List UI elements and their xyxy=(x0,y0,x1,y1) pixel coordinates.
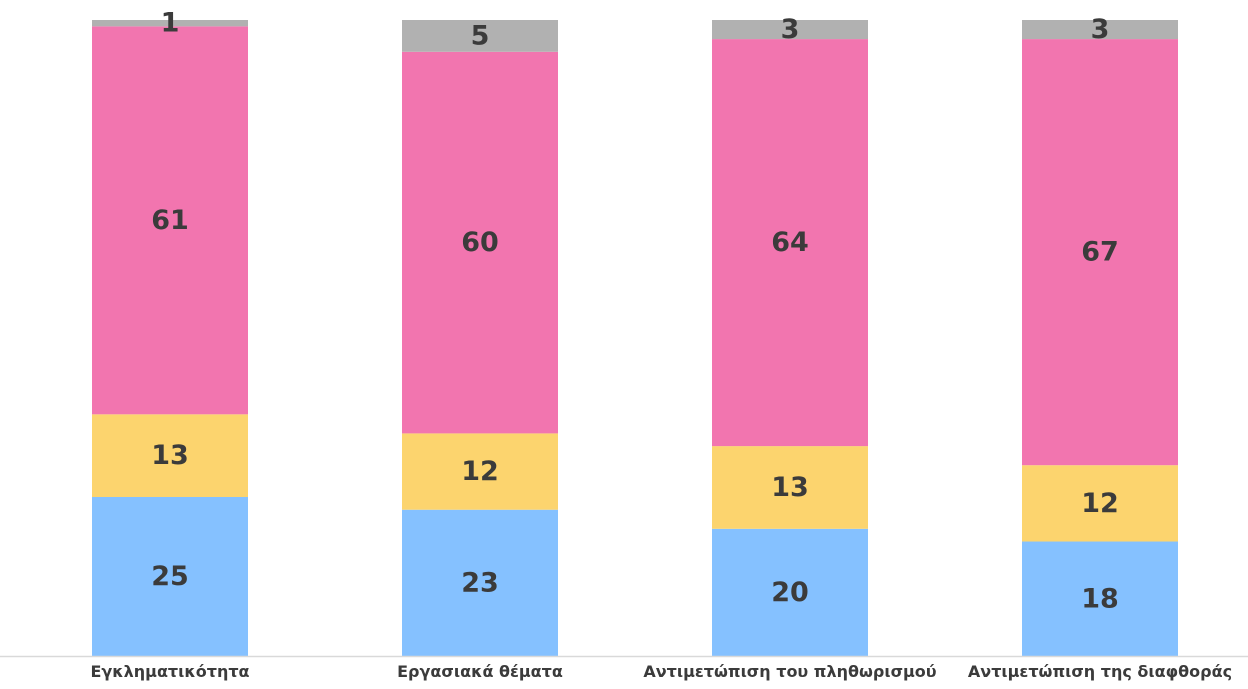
data-label-4-2: 12 xyxy=(1081,488,1119,519)
bar-segment-1-4 xyxy=(92,20,248,27)
bar-segment-1-1 xyxy=(92,497,248,656)
bar-segment-1-3 xyxy=(92,26,248,415)
bar-segment-2-2 xyxy=(402,433,558,510)
category-label-4: Αντιμετώπιση της διαφθοράς xyxy=(968,662,1232,681)
data-label-2-3: 60 xyxy=(461,227,499,258)
data-label-2-1: 23 xyxy=(461,567,499,598)
category-label-1: Εγκληματικότητα xyxy=(90,662,249,681)
data-label-4-1: 18 xyxy=(1081,583,1119,614)
data-label-3-1: 20 xyxy=(771,577,809,608)
category-label-3: Αντιμετώπιση του πληθωρισμού xyxy=(643,662,936,681)
bar-segment-2-3 xyxy=(402,51,558,434)
data-label-3-4: 3 xyxy=(781,14,800,45)
bar-segment-4-3 xyxy=(1022,39,1178,466)
data-label-3-2: 13 xyxy=(771,472,809,503)
segment-labels-group: 25 13 61 1 23 12 60 5 20 13 64 3 18 12 67 3 xyxy=(151,8,1119,615)
data-label-2-4: 5 xyxy=(471,20,490,51)
bar-segment-3-3 xyxy=(712,39,868,447)
data-label-2-2: 12 xyxy=(461,456,499,487)
data-label-4-4: 3 xyxy=(1091,14,1110,45)
bar-segment-3-1 xyxy=(712,528,868,656)
bars-group xyxy=(92,20,1178,656)
data-label-1-1: 25 xyxy=(151,561,189,592)
data-label-3-3: 64 xyxy=(771,227,809,258)
bar-segment-1-2 xyxy=(92,414,248,497)
bar-segment-3-2 xyxy=(712,446,868,529)
data-label-4-3: 67 xyxy=(1081,237,1119,268)
bar-segment-4-2 xyxy=(1022,465,1178,542)
category-labels-group: Εγκληματικότητα Εργασιακά θέματα Αντιμετώπ… xyxy=(90,662,1232,681)
bar-segment-3-4 xyxy=(712,20,868,40)
category-label-2: Εργασιακά θέματα xyxy=(397,662,563,681)
data-label-1-3: 61 xyxy=(151,205,189,236)
bar-segment-4-4 xyxy=(1022,20,1178,40)
data-label-1-4: 1 xyxy=(161,8,180,39)
bar-segment-2-4 xyxy=(402,20,558,52)
bar-segment-2-1 xyxy=(402,509,558,656)
bar-segment-4-1 xyxy=(1022,541,1178,656)
data-label-1-2: 13 xyxy=(151,440,189,471)
